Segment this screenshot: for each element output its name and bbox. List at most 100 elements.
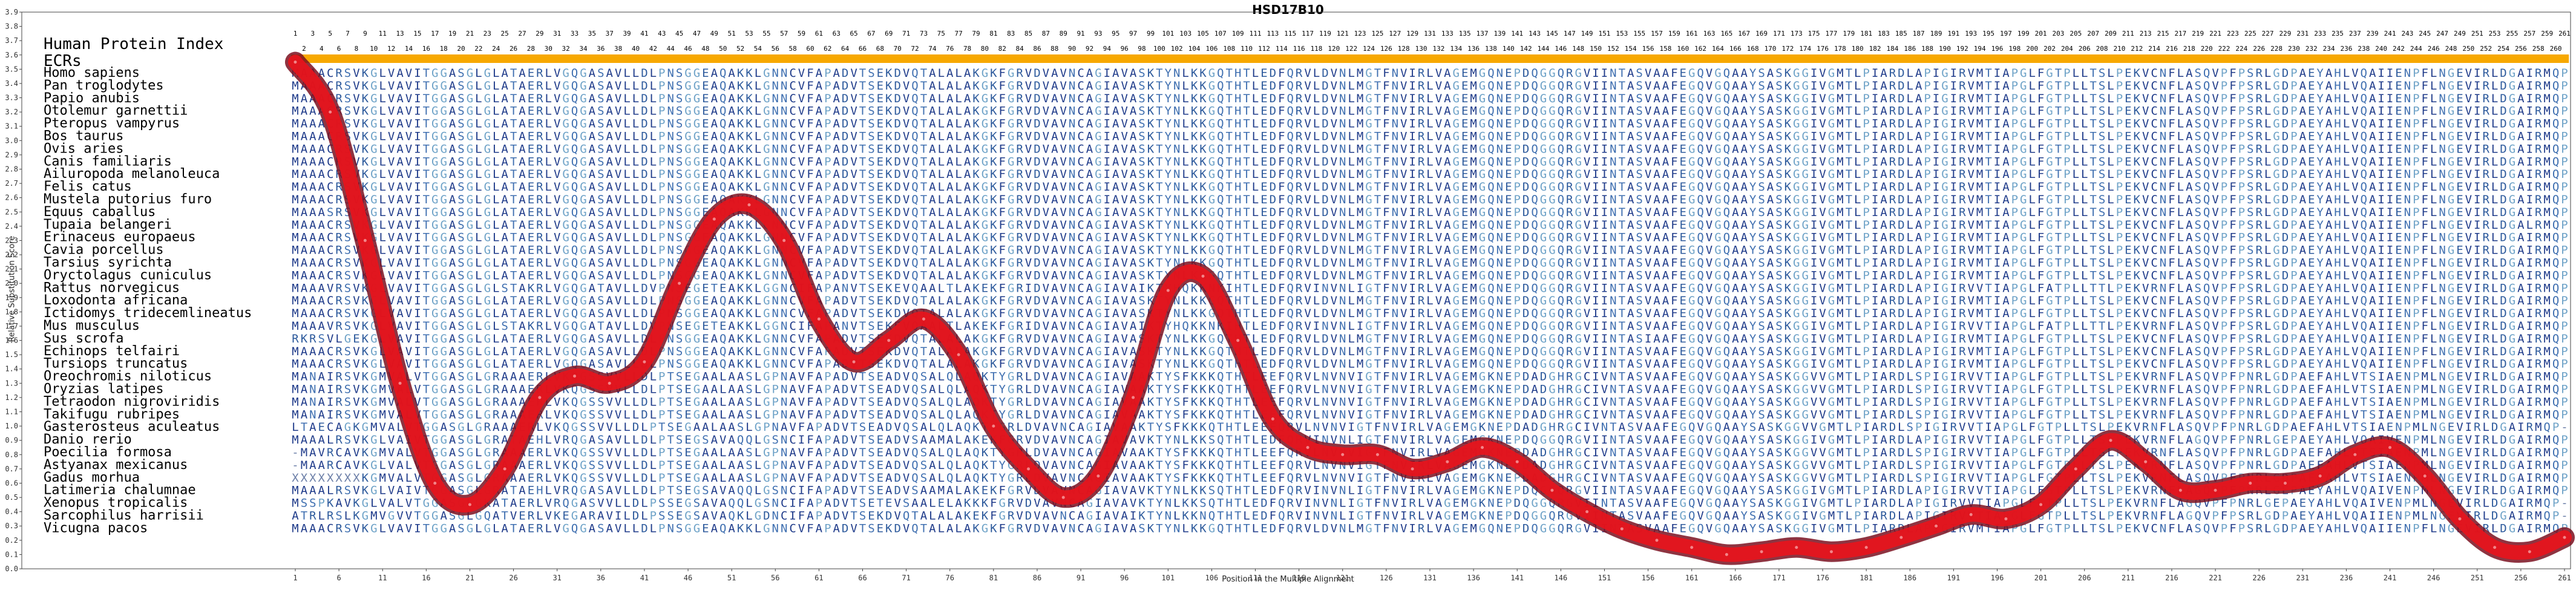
residue: L — [2107, 105, 2114, 118]
residue: S — [457, 67, 464, 80]
residue: G — [2046, 79, 2053, 93]
residue: Q — [2203, 105, 2210, 118]
residue: K — [1147, 180, 1155, 194]
residue: S — [2099, 269, 2105, 282]
residue: R — [2482, 142, 2489, 156]
residue: A — [1086, 117, 1093, 131]
hpi-number: 95 — [1112, 30, 1119, 38]
residue: M — [2543, 244, 2550, 257]
residue: L — [632, 231, 639, 244]
residue: K — [746, 180, 753, 194]
residue: H — [1234, 193, 1241, 206]
residue: L — [2343, 155, 2350, 168]
residue: F — [1383, 193, 1389, 206]
residue: H — [2334, 193, 2341, 206]
residue: D — [641, 117, 647, 131]
residue: S — [2099, 92, 2105, 105]
residue: A — [833, 105, 841, 118]
residue: Q — [1531, 168, 1538, 181]
residue: K — [885, 155, 893, 168]
residue: E — [2308, 92, 2315, 105]
residue: Q — [1723, 244, 1730, 257]
residue: K — [737, 269, 744, 282]
residue: K — [2134, 218, 2141, 232]
residue: L — [2177, 257, 2184, 270]
residue: S — [2195, 180, 2201, 194]
residue: Q — [2361, 206, 2367, 219]
hpi-number: 217 — [2174, 30, 2186, 38]
residue: Q — [1217, 180, 1224, 194]
residue: P — [2116, 67, 2123, 80]
residue: P — [824, 117, 831, 131]
residue: T — [859, 130, 866, 143]
residue: V — [1645, 206, 1651, 219]
residue: L — [493, 168, 499, 181]
residue: T — [1226, 257, 1233, 270]
residue: V — [1706, 92, 1712, 105]
residue: L — [1426, 168, 1433, 181]
residue: I — [1409, 193, 1415, 206]
residue: A — [833, 67, 841, 80]
residue: P — [2011, 269, 2018, 282]
residue: L — [955, 105, 962, 118]
residue: G — [580, 193, 586, 206]
residue: N — [1069, 79, 1075, 93]
residue: I — [2387, 67, 2393, 80]
x-tick-label: 166 — [1729, 574, 1742, 582]
residue: N — [781, 281, 787, 295]
x-tick-label: 176 — [1816, 574, 1829, 582]
residue: D — [641, 67, 647, 80]
residue: S — [344, 105, 351, 118]
residue: P — [2290, 257, 2297, 270]
residue: I — [2378, 206, 2384, 219]
residue: S — [2247, 269, 2253, 282]
residue: A — [1653, 105, 1660, 118]
hpi-number: 7 — [346, 30, 350, 38]
residue: L — [1348, 105, 1354, 118]
residue: F — [807, 105, 813, 118]
hpi-number: 141 — [1511, 30, 1523, 38]
residue: P — [2413, 67, 2419, 80]
residue: Q — [1487, 92, 1494, 105]
residue: V — [1043, 92, 1049, 105]
residue: L — [493, 269, 499, 282]
residue: Y — [2316, 206, 2324, 219]
residue: D — [2282, 231, 2289, 244]
residue: T — [859, 257, 866, 270]
residue: P — [2561, 92, 2568, 105]
residue: S — [2195, 155, 2201, 168]
hpi-number: 71 — [902, 30, 910, 38]
y-tick-label: 1.8 — [5, 307, 18, 316]
residue: G — [2448, 105, 2454, 118]
residue: P — [2413, 142, 2419, 156]
residue: Q — [571, 269, 578, 282]
residue: N — [2160, 168, 2166, 181]
residue: D — [842, 180, 848, 194]
residue: A — [2186, 231, 2193, 244]
residue: V — [850, 218, 857, 232]
x-tick-label: 46 — [684, 574, 692, 582]
residue: F — [999, 206, 1006, 219]
residue: S — [457, 155, 464, 168]
residue: D — [894, 180, 900, 194]
residue: L — [2177, 67, 2184, 80]
residue: V — [1645, 244, 1651, 257]
residue: I — [1872, 117, 1878, 131]
residue: A — [2299, 130, 2307, 143]
residue: G — [1008, 79, 1014, 93]
residue: V — [1819, 117, 1826, 131]
residue: C — [789, 117, 796, 131]
residue: D — [1522, 244, 1529, 257]
residue: L — [2264, 244, 2271, 257]
residue: V — [1584, 130, 1590, 143]
residue: L — [650, 155, 657, 168]
residue: L — [2177, 244, 2184, 257]
residue: N — [1610, 79, 1616, 93]
hpi-number: 64 — [841, 45, 850, 53]
residue: L — [1907, 155, 1913, 168]
residue: I — [1950, 244, 1957, 257]
residue: F — [2168, 206, 2175, 219]
residue: T — [510, 218, 517, 232]
residue: L — [632, 142, 639, 156]
